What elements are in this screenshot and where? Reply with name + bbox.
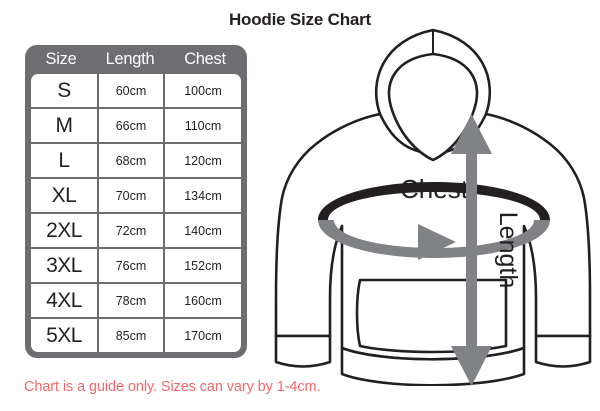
cell-size: 4XL: [31, 284, 97, 317]
size-chart-table: Size Length Chest S 60cm 100cm M 66cm 11…: [25, 45, 247, 358]
cell-length: 85cm: [99, 319, 163, 352]
cell-length: 68cm: [99, 144, 163, 177]
disclaimer-text: Chart is a guide only. Sizes can vary by…: [24, 379, 321, 395]
column-header-length: Length: [105, 50, 155, 68]
kangaroo-pocket: [355, 278, 508, 354]
left-cuff: [274, 334, 332, 368]
hoodie-diagram: Chest Length: [268, 18, 600, 386]
page-title: Hoodie Size Chart: [228, 10, 372, 29]
column-header-size: Size: [45, 50, 77, 68]
cell-size: 3XL: [31, 249, 97, 282]
chest-ring-lower: [318, 220, 550, 260]
cell-size: 2XL: [31, 214, 97, 247]
cell-chest: 134cm: [165, 179, 241, 212]
column-header-chest: Chest: [184, 50, 226, 68]
hood-opening: [387, 52, 479, 162]
cell-length: 72cm: [99, 214, 163, 247]
table-row: L 68cm 120cm: [31, 144, 241, 177]
table-header-row: Size Length Chest: [25, 45, 247, 74]
table-row: M 66cm 110cm: [31, 109, 241, 142]
cell-chest: 120cm: [165, 144, 241, 177]
cell-length: 60cm: [99, 74, 163, 107]
right-cuff: [534, 334, 592, 368]
cell-chest: 140cm: [165, 214, 241, 247]
length-label: Length: [494, 212, 522, 288]
table-row: 4XL 78cm 160cm: [31, 284, 241, 317]
chest-ring-upper: [318, 182, 550, 220]
length-arrow: [451, 114, 492, 386]
cell-length: 66cm: [99, 109, 163, 142]
cell-chest: 170cm: [165, 319, 241, 352]
cell-chest: 152cm: [165, 249, 241, 282]
cell-size: M: [31, 109, 97, 142]
cell-length: 78cm: [99, 284, 163, 317]
cell-chest: 100cm: [165, 74, 241, 107]
table-row: XL 70cm 134cm: [31, 179, 241, 212]
chest-label: Chest: [400, 174, 469, 204]
cell-chest: 110cm: [165, 109, 241, 142]
table-row: 5XL 85cm 170cm: [31, 319, 241, 352]
table-row: S 60cm 100cm: [31, 74, 241, 107]
table-body: S 60cm 100cm M 66cm 110cm L 68cm 120cm X…: [31, 74, 241, 352]
cell-size: XL: [31, 179, 97, 212]
cell-size: S: [31, 74, 97, 107]
table-row: 2XL 72cm 140cm: [31, 214, 241, 247]
cell-length: 76cm: [99, 249, 163, 282]
table-row: 3XL 76cm 152cm: [31, 249, 241, 282]
cell-chest: 160cm: [165, 284, 241, 317]
cell-length: 70cm: [99, 179, 163, 212]
cell-size: 5XL: [31, 319, 97, 352]
cell-size: L: [31, 144, 97, 177]
